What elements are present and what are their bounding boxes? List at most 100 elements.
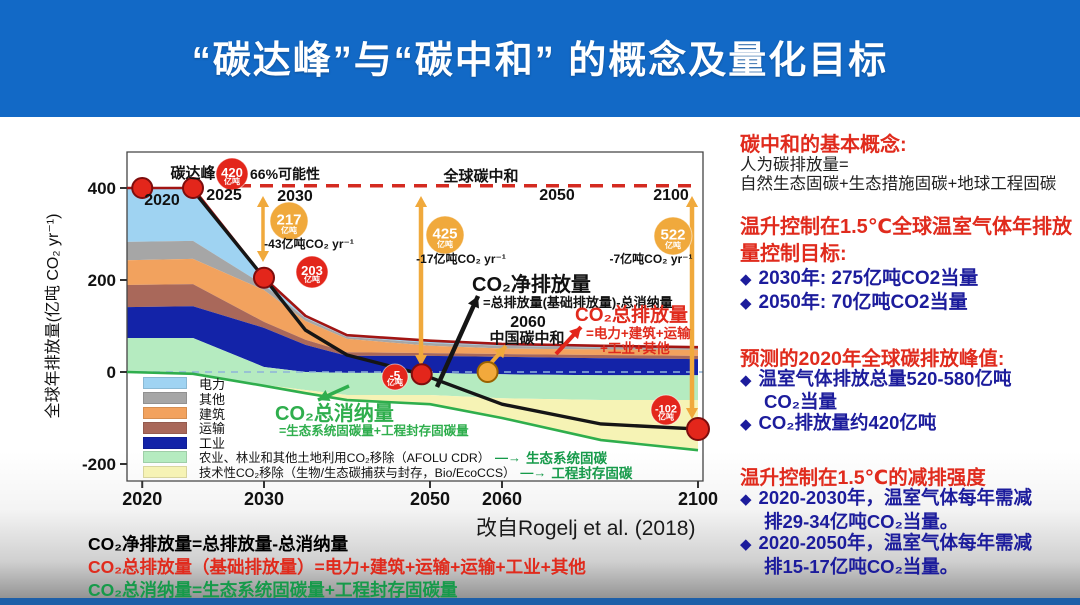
section-concept: 碳中和的基本概念: [740,128,1078,157]
right-arrow-icon: —→ [495,449,522,465]
legend-swatch-afolu-cdr [143,451,187,464]
legend-label: 工业 [199,436,226,452]
chart-annotation: -43亿吨CO₂ yr⁻¹ [264,236,354,251]
diamond-bullet-icon: ◆ [740,295,752,312]
chart-annotation: 全球碳中和 [442,167,518,185]
intensity-2050-line1: 2020-2050年，温室气体每年需减 [758,532,1033,553]
x-tick-label: 2030 [244,489,284,509]
emissions-chart: 400 200 0 -200 2020 2030 2050 2060 2100 全球年排放量(亿吨… [40,140,720,512]
intensity-title: 温升控制在1.5℃的减排强度 [740,467,986,489]
data-dot-2058 [476,361,499,383]
peak-title: 预测的2020年全球碳排放峰值: [740,348,1005,370]
title-bar: “碳达峰”与“碳中和” 的概念及量化目标 [0,0,1080,117]
badge-value: 425 [432,225,457,242]
legend-swatch-industry [143,436,187,449]
target-bullets: ◆ 2030年: 275亿吨CO2当量 ◆ 2050年: 70亿吨CO2当量 [740,267,1078,315]
arrowhead [569,327,581,340]
legend-suffix: 生态系统固碳 [526,451,608,467]
intensity-bullets: ◆ 2020-2030年，温室气体每年需减 排29-34亿吨CO₂当量。 ◆ 202… [740,487,1078,577]
data-dot-2100 [686,417,710,442]
badge-value: 522 [660,226,685,243]
legend-swatch-transport [143,421,187,434]
badge-unit: 亿吨 [665,240,681,250]
diamond-bullet-icon: ◆ [740,536,752,553]
badge-value: -102 [655,403,677,415]
legend-item-other: 其他 [143,391,632,407]
section-target: 温升控制在1.5℃全球温室气体年排放 量控制目标: [740,214,1078,268]
chart-annotation: 2030 [277,188,313,205]
arrowhead [467,296,479,309]
band-industry [127,306,698,376]
legend-label: 电力 [199,376,226,392]
chart-annotation: =总排放量(基础排放量)-总消纳量 [483,295,673,310]
badge-peak-420 [215,157,249,191]
chart-annotation: 中国碳中和 [489,329,564,347]
x-tick-label: 2050 [410,489,450,509]
arrowhead [685,196,699,207]
badge-gap-425 [425,215,465,255]
band-tech-cdr [127,372,698,451]
badge-unit: 亿吨 [387,377,403,387]
chart-annotation: +工业+其他 [600,340,670,356]
legend-item-afolu-cdr: 农业、林业和其他土地利用CO₂移除（AFOLU CDR） —→ 生态系统固碳 [143,449,632,467]
legend-swatch-other [143,392,187,405]
band-buildings [127,258,698,356]
x-tick-label: 2100 [678,489,718,509]
intensity-2030-line1: 2020-2030年，温室气体每年需减 [758,487,1033,508]
page-title: “碳达峰”与“碳中和” 的概念及量化目标 [191,40,889,82]
chart-annotation: 66%可能性 [250,166,320,182]
chart-legend: 电力 其他 建筑 运输 工业 农业、林业和其他土地利用CO₂移除（AFOLU CDR） —→… [143,376,632,481]
data-dot-2025 [182,177,204,199]
concept-line1: 人为碳排放量= [740,156,849,174]
band-afolu-cdr [127,337,698,401]
concept-body: 人为碳排放量= 自然生态固碳+生态措施固碳+地球工程固碳 [740,156,1078,194]
y-tick-label: 400 [88,179,116,198]
diamond-bullet-icon: ◆ [740,271,752,288]
chart-annotation: 2060 [510,314,546,331]
target-2030: 2030年: 275亿吨CO2当量 [758,268,979,289]
arrowhead [318,389,331,401]
line-net [191,189,699,431]
target-title-line2: 量控制目标: [740,243,847,265]
legend-label: 技术性CO₂移除（生物/生态碳捕获与封存，Bio/EcoCCS） [199,466,516,481]
x-tick-label: 2020 [122,489,162,509]
diamond-bullet-icon: ◆ [740,372,752,389]
note-removals: CO₂总消纳量=生态系统固碳量+工程封存固碳量 [88,580,458,600]
badge-level-minus102 [650,394,682,426]
arrowhead [685,408,699,419]
right-arrow-icon: —→ [520,464,547,480]
arrowhead [256,196,270,207]
legend-item-transport: 运输 [143,420,632,437]
arrowhead [256,251,270,262]
badge-unit: 亿吨 [437,239,453,249]
legend-swatch-power [143,377,187,390]
legend-label: 运输 [199,421,226,437]
badge-unit: 亿吨 [224,176,240,186]
y-tick-label: 200 [88,271,116,290]
chart-annotation: 2020 [144,192,180,209]
section-peak: 预测的2020年全球碳排放峰值: [740,342,1078,371]
chart-annotation: =电力+建筑+运输 [586,325,691,341]
chart-annotation: -17亿吨CO₂ yr⁻¹ [416,251,506,266]
legend-item-buildings: 建筑 [143,406,632,422]
legend-label: 农业、林业和其他土地利用CO₂移除（AFOLU CDR） [199,451,491,466]
legend-item-power: 电力 [143,376,632,392]
section-intensity: 温升控制在1.5℃的减排强度 [740,461,1078,490]
badge-gap-217 [269,201,309,241]
band-power [127,188,698,349]
badge-value: 217 [276,211,301,228]
diamond-bullet-icon: ◆ [740,416,752,433]
arrowhead [414,196,428,207]
arrowhead [414,355,428,366]
x-tick-label: 2060 [482,489,522,509]
y-axis-title: 全球年排放量(亿吨 CO₂ yr⁻¹) [44,214,62,419]
legend-item-industry: 工业 [143,435,632,452]
chart-source: 改自Rogelj et al. (2018) [476,517,696,540]
target-2050: 2050年: 70亿吨CO2当量 [758,292,968,313]
badge-value: 203 [301,263,323,278]
badge-value: -5 [390,369,401,383]
band-other [127,240,698,350]
y-tick-label: -200 [82,455,116,474]
chart-annotation: 碳达峰 [170,164,216,182]
